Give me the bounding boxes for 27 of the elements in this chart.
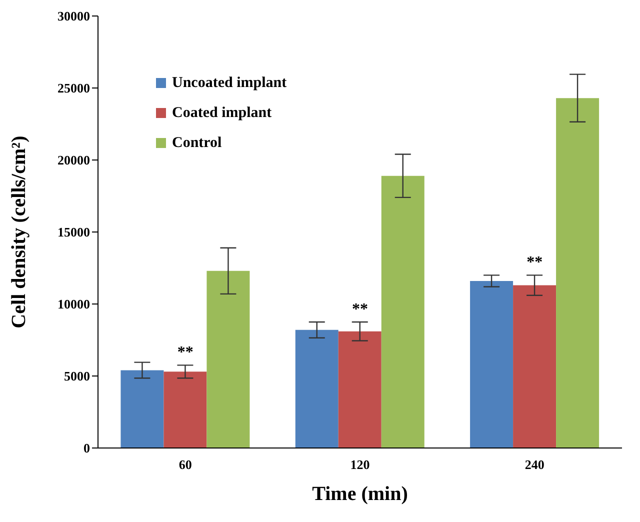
bar: [206, 270, 250, 448]
y-tick-label: 20000: [58, 152, 90, 168]
x-tick-label: 240: [524, 457, 544, 472]
bar: [295, 330, 338, 448]
legend-label: Coated implant: [172, 104, 272, 123]
y-tick-label: 0: [84, 440, 90, 456]
y-tick-label: 30000: [58, 8, 90, 24]
annotation: **: [177, 344, 194, 362]
x-tick-label: 120: [350, 457, 370, 472]
y-tick-label: 25000: [58, 80, 90, 96]
y-tick-label: 10000: [58, 296, 90, 312]
x-tick-label: 60: [178, 457, 192, 472]
bar: [120, 370, 164, 448]
bar: [164, 372, 207, 448]
bar: [470, 280, 514, 448]
y-tick-label: 5000: [64, 368, 90, 384]
bar: [513, 285, 556, 448]
y-tick-label: 15000: [58, 224, 90, 240]
annotation: **: [526, 254, 543, 272]
legend-label: Uncoated implant: [172, 74, 287, 93]
x-axis-title: Time (min): [312, 483, 408, 505]
bar: [381, 176, 424, 448]
annotation: **: [352, 301, 368, 318]
bar: [556, 98, 600, 448]
legend-label: Control: [172, 134, 222, 153]
bar: [338, 331, 382, 448]
y-axis-title: Cell density (cells/cm²): [8, 136, 30, 328]
